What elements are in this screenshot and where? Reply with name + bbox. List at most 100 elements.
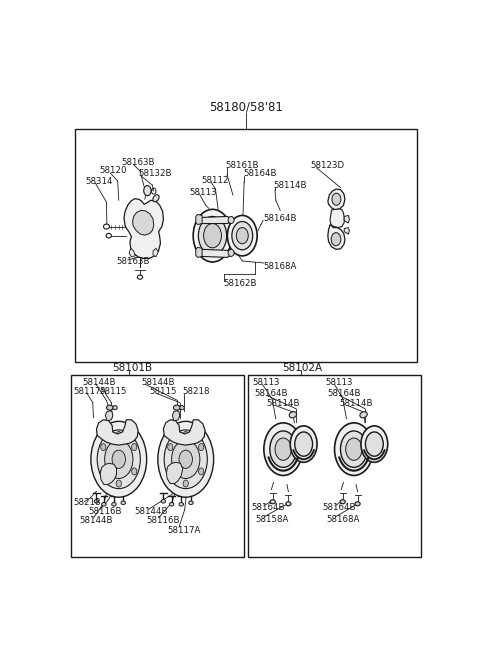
Polygon shape xyxy=(172,411,180,421)
Polygon shape xyxy=(167,463,183,484)
Text: 58158A: 58158A xyxy=(255,516,288,524)
Circle shape xyxy=(199,443,204,451)
Circle shape xyxy=(101,443,106,451)
Polygon shape xyxy=(100,463,117,485)
Ellipse shape xyxy=(107,405,113,410)
Text: 58114B: 58114B xyxy=(267,399,300,408)
Polygon shape xyxy=(196,214,202,225)
Circle shape xyxy=(340,431,367,467)
Polygon shape xyxy=(153,248,158,257)
Ellipse shape xyxy=(161,499,166,503)
Circle shape xyxy=(97,430,140,489)
Text: 58164B: 58164B xyxy=(254,389,288,398)
Text: 58117A: 58117A xyxy=(73,387,107,396)
Text: 58113: 58113 xyxy=(252,378,280,387)
Circle shape xyxy=(158,421,214,497)
Text: 58168A: 58168A xyxy=(326,516,360,524)
Circle shape xyxy=(228,215,257,256)
Circle shape xyxy=(183,480,188,487)
Circle shape xyxy=(168,443,173,451)
Circle shape xyxy=(144,185,151,196)
Circle shape xyxy=(199,468,204,475)
Circle shape xyxy=(198,216,227,255)
Text: 58164B: 58164B xyxy=(243,170,276,179)
Text: 58123D: 58123D xyxy=(310,162,344,170)
Text: 58112: 58112 xyxy=(202,175,229,185)
Polygon shape xyxy=(124,198,163,258)
Circle shape xyxy=(295,432,312,456)
Text: 58116B: 58116B xyxy=(146,516,180,526)
Circle shape xyxy=(116,480,121,487)
Ellipse shape xyxy=(169,468,178,475)
Text: 58117A: 58117A xyxy=(167,526,201,535)
Ellipse shape xyxy=(169,503,174,506)
Text: 58168A: 58168A xyxy=(264,261,297,271)
Ellipse shape xyxy=(228,249,234,256)
Text: 58144B: 58144B xyxy=(83,378,116,387)
Polygon shape xyxy=(96,420,138,445)
Ellipse shape xyxy=(121,501,125,505)
Text: 58120: 58120 xyxy=(100,166,127,175)
Text: 58314: 58314 xyxy=(85,177,113,185)
Ellipse shape xyxy=(173,405,180,410)
Text: 58163B: 58163B xyxy=(121,158,155,167)
Polygon shape xyxy=(202,249,230,258)
Circle shape xyxy=(331,233,341,246)
Circle shape xyxy=(91,421,147,497)
Polygon shape xyxy=(106,411,113,421)
Circle shape xyxy=(346,438,362,461)
Circle shape xyxy=(332,193,341,205)
Text: 58218: 58218 xyxy=(182,387,209,396)
Text: 58144B: 58144B xyxy=(79,516,113,526)
Circle shape xyxy=(275,438,291,461)
Text: 58164B: 58164B xyxy=(251,503,285,512)
Circle shape xyxy=(183,432,188,438)
Text: 58101B: 58101B xyxy=(112,363,152,373)
Circle shape xyxy=(361,426,388,463)
Circle shape xyxy=(101,468,106,475)
Circle shape xyxy=(164,430,207,489)
Ellipse shape xyxy=(113,405,117,410)
Text: 58113: 58113 xyxy=(190,188,217,196)
Text: 58180/58'81: 58180/58'81 xyxy=(209,100,283,113)
Circle shape xyxy=(365,432,383,456)
Text: 58115: 58115 xyxy=(149,387,177,396)
Circle shape xyxy=(112,450,125,468)
Text: 58164B: 58164B xyxy=(263,214,297,223)
Circle shape xyxy=(232,221,252,250)
Circle shape xyxy=(172,440,200,478)
Circle shape xyxy=(270,431,297,467)
Text: 58218: 58218 xyxy=(73,498,101,507)
Polygon shape xyxy=(344,215,349,223)
Text: 58161B: 58161B xyxy=(226,162,259,170)
Polygon shape xyxy=(132,210,154,235)
Text: 58113: 58113 xyxy=(325,378,353,387)
Text: 58164B: 58164B xyxy=(323,503,356,512)
Ellipse shape xyxy=(112,503,116,506)
Polygon shape xyxy=(328,225,345,249)
Ellipse shape xyxy=(153,194,159,202)
Text: 58162B: 58162B xyxy=(223,279,256,288)
Ellipse shape xyxy=(179,503,183,506)
Text: 58144B: 58144B xyxy=(134,507,168,516)
Text: 58115: 58115 xyxy=(99,387,127,396)
Polygon shape xyxy=(202,216,230,223)
Circle shape xyxy=(132,443,137,451)
Text: 58114B: 58114B xyxy=(339,399,372,408)
Circle shape xyxy=(264,423,302,476)
Circle shape xyxy=(105,440,133,478)
Ellipse shape xyxy=(355,502,360,506)
Polygon shape xyxy=(196,247,202,258)
Text: 58164B: 58164B xyxy=(328,389,361,398)
Ellipse shape xyxy=(94,499,99,503)
Ellipse shape xyxy=(180,405,184,410)
Polygon shape xyxy=(330,209,344,227)
Polygon shape xyxy=(328,189,345,210)
Circle shape xyxy=(335,423,373,476)
Circle shape xyxy=(132,468,137,475)
Ellipse shape xyxy=(102,503,106,506)
Circle shape xyxy=(168,468,173,475)
Polygon shape xyxy=(129,248,135,257)
Text: 58144B: 58144B xyxy=(141,378,175,387)
Text: 58132B: 58132B xyxy=(139,170,172,179)
